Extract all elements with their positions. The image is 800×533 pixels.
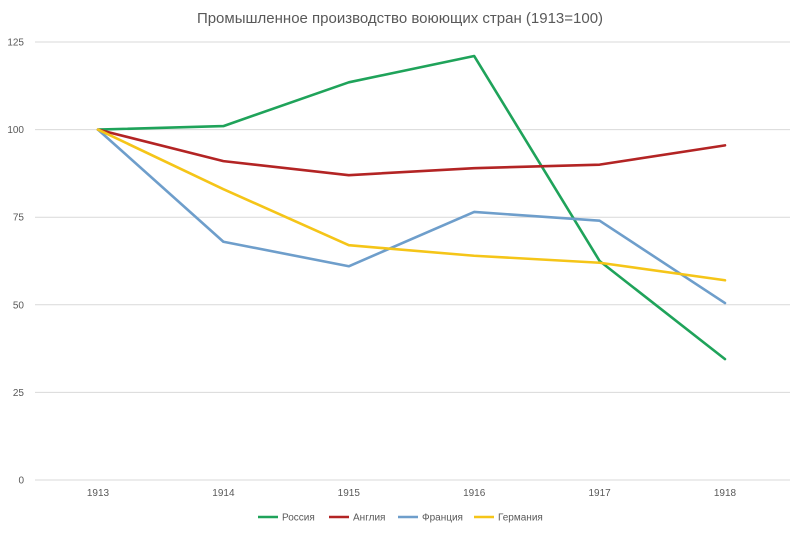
legend-label-1: Англия: [353, 513, 385, 524]
y-tick-label: 100: [7, 125, 24, 136]
legend: Россия Англия Франция Германия: [258, 513, 543, 524]
y-tick-label: 75: [13, 213, 25, 224]
x-tick-label: 1916: [463, 488, 486, 499]
x-axis-ticks: 1913 1914 1915 1916 1917 1918: [87, 488, 737, 499]
x-tick-label: 1914: [212, 488, 235, 499]
x-tick-label: 1917: [588, 488, 611, 499]
x-tick-label: 1915: [338, 488, 361, 499]
legend-label-0: Россия: [282, 513, 315, 524]
y-tick-label: 0: [18, 476, 24, 487]
y-axis-ticks: 0 25 50 75 100 125: [7, 38, 24, 487]
x-tick-label: 1913: [87, 488, 110, 499]
gridlines: [35, 41, 790, 481]
y-tick-label: 125: [7, 38, 24, 49]
y-tick-label: 50: [13, 300, 25, 311]
y-tick-label: 25: [13, 388, 25, 399]
series-line-2: [96, 128, 727, 305]
series-line-0: [96, 54, 727, 361]
series-lines: [96, 54, 727, 361]
legend-label-3: Германия: [498, 513, 543, 524]
chart-title: Промышленное производство воюющих стран …: [196, 10, 604, 27]
x-tick-label: 1918: [714, 488, 737, 499]
series-line-3: [96, 128, 727, 282]
series-line-1: [96, 128, 727, 177]
legend-label-2: Франция: [422, 513, 463, 524]
